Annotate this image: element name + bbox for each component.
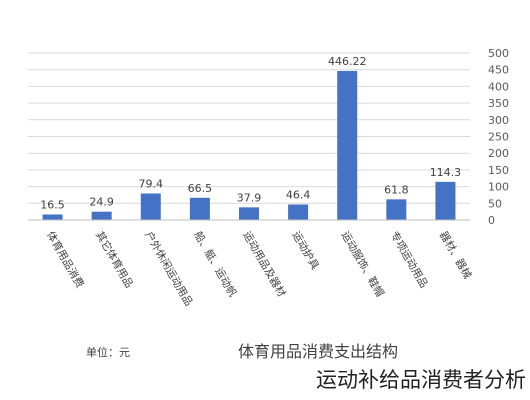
x-tick-label: 其它体育用品: [93, 229, 136, 290]
bars: [42, 70, 456, 220]
value-label: 16.5: [40, 198, 65, 211]
titles: 体育用品消费支出结构 单位：元: [86, 342, 398, 361]
bar: [42, 214, 63, 220]
value-label: 114.3: [430, 166, 462, 179]
y-tick-label: 500: [488, 47, 509, 60]
bar: [386, 199, 407, 220]
value-label: 24.9: [89, 196, 114, 209]
bar: [140, 193, 161, 220]
x-tick-label: 专项运动用品: [388, 229, 431, 290]
x-tick-label: 体育用品消费: [44, 229, 87, 290]
x-tick-label: 船、艇、运动帆: [191, 229, 239, 300]
y-tick-label: 350: [488, 97, 509, 110]
value-label: 46.4: [286, 189, 311, 202]
y-tick-label: 450: [488, 64, 509, 77]
y-tick-label: 150: [488, 164, 509, 177]
bar: [337, 70, 358, 220]
x-tick-label: 器材、器械: [437, 229, 475, 281]
gridlines: [28, 52, 470, 221]
chart-title: 体育用品消费支出结构: [238, 342, 398, 361]
bar: [239, 207, 259, 220]
x-tick-label: 运动用品及器材: [240, 229, 288, 300]
y-axis: 0 50 100 150 200 250 300 350 400 450 500: [488, 47, 509, 227]
value-label: 61.8: [384, 183, 409, 196]
value-label: 79.4: [139, 177, 164, 190]
y-tick-label: 300: [488, 114, 509, 127]
y-tick-label: 100: [488, 181, 509, 194]
y-tick-label: 400: [488, 80, 509, 93]
value-labels: 16.5 24.9 79.4 66.5 37.9 46.4 446.22 61.8 114.3: [40, 55, 461, 212]
unit-note: 单位：元: [86, 345, 130, 359]
value-label: 66.5: [188, 182, 213, 195]
x-tick-label: 运动服饰、鞋帽: [339, 229, 387, 299]
bar: [91, 211, 112, 220]
bar: [435, 181, 456, 220]
y-tick-label: 50: [488, 197, 502, 210]
value-label: 446.22: [328, 55, 367, 68]
x-tick-label: 运动护具: [290, 229, 323, 272]
bar: [189, 197, 210, 220]
value-label: 37.9: [237, 191, 262, 204]
y-tick-label: 200: [488, 147, 509, 160]
y-tick-label: 0: [488, 214, 495, 227]
caption: 运动补给品消费者分析: [226, 362, 526, 398]
bar: [288, 204, 309, 220]
y-tick-label: 250: [488, 131, 509, 144]
x-tick-label: 户外休闲运动用品: [142, 229, 195, 308]
